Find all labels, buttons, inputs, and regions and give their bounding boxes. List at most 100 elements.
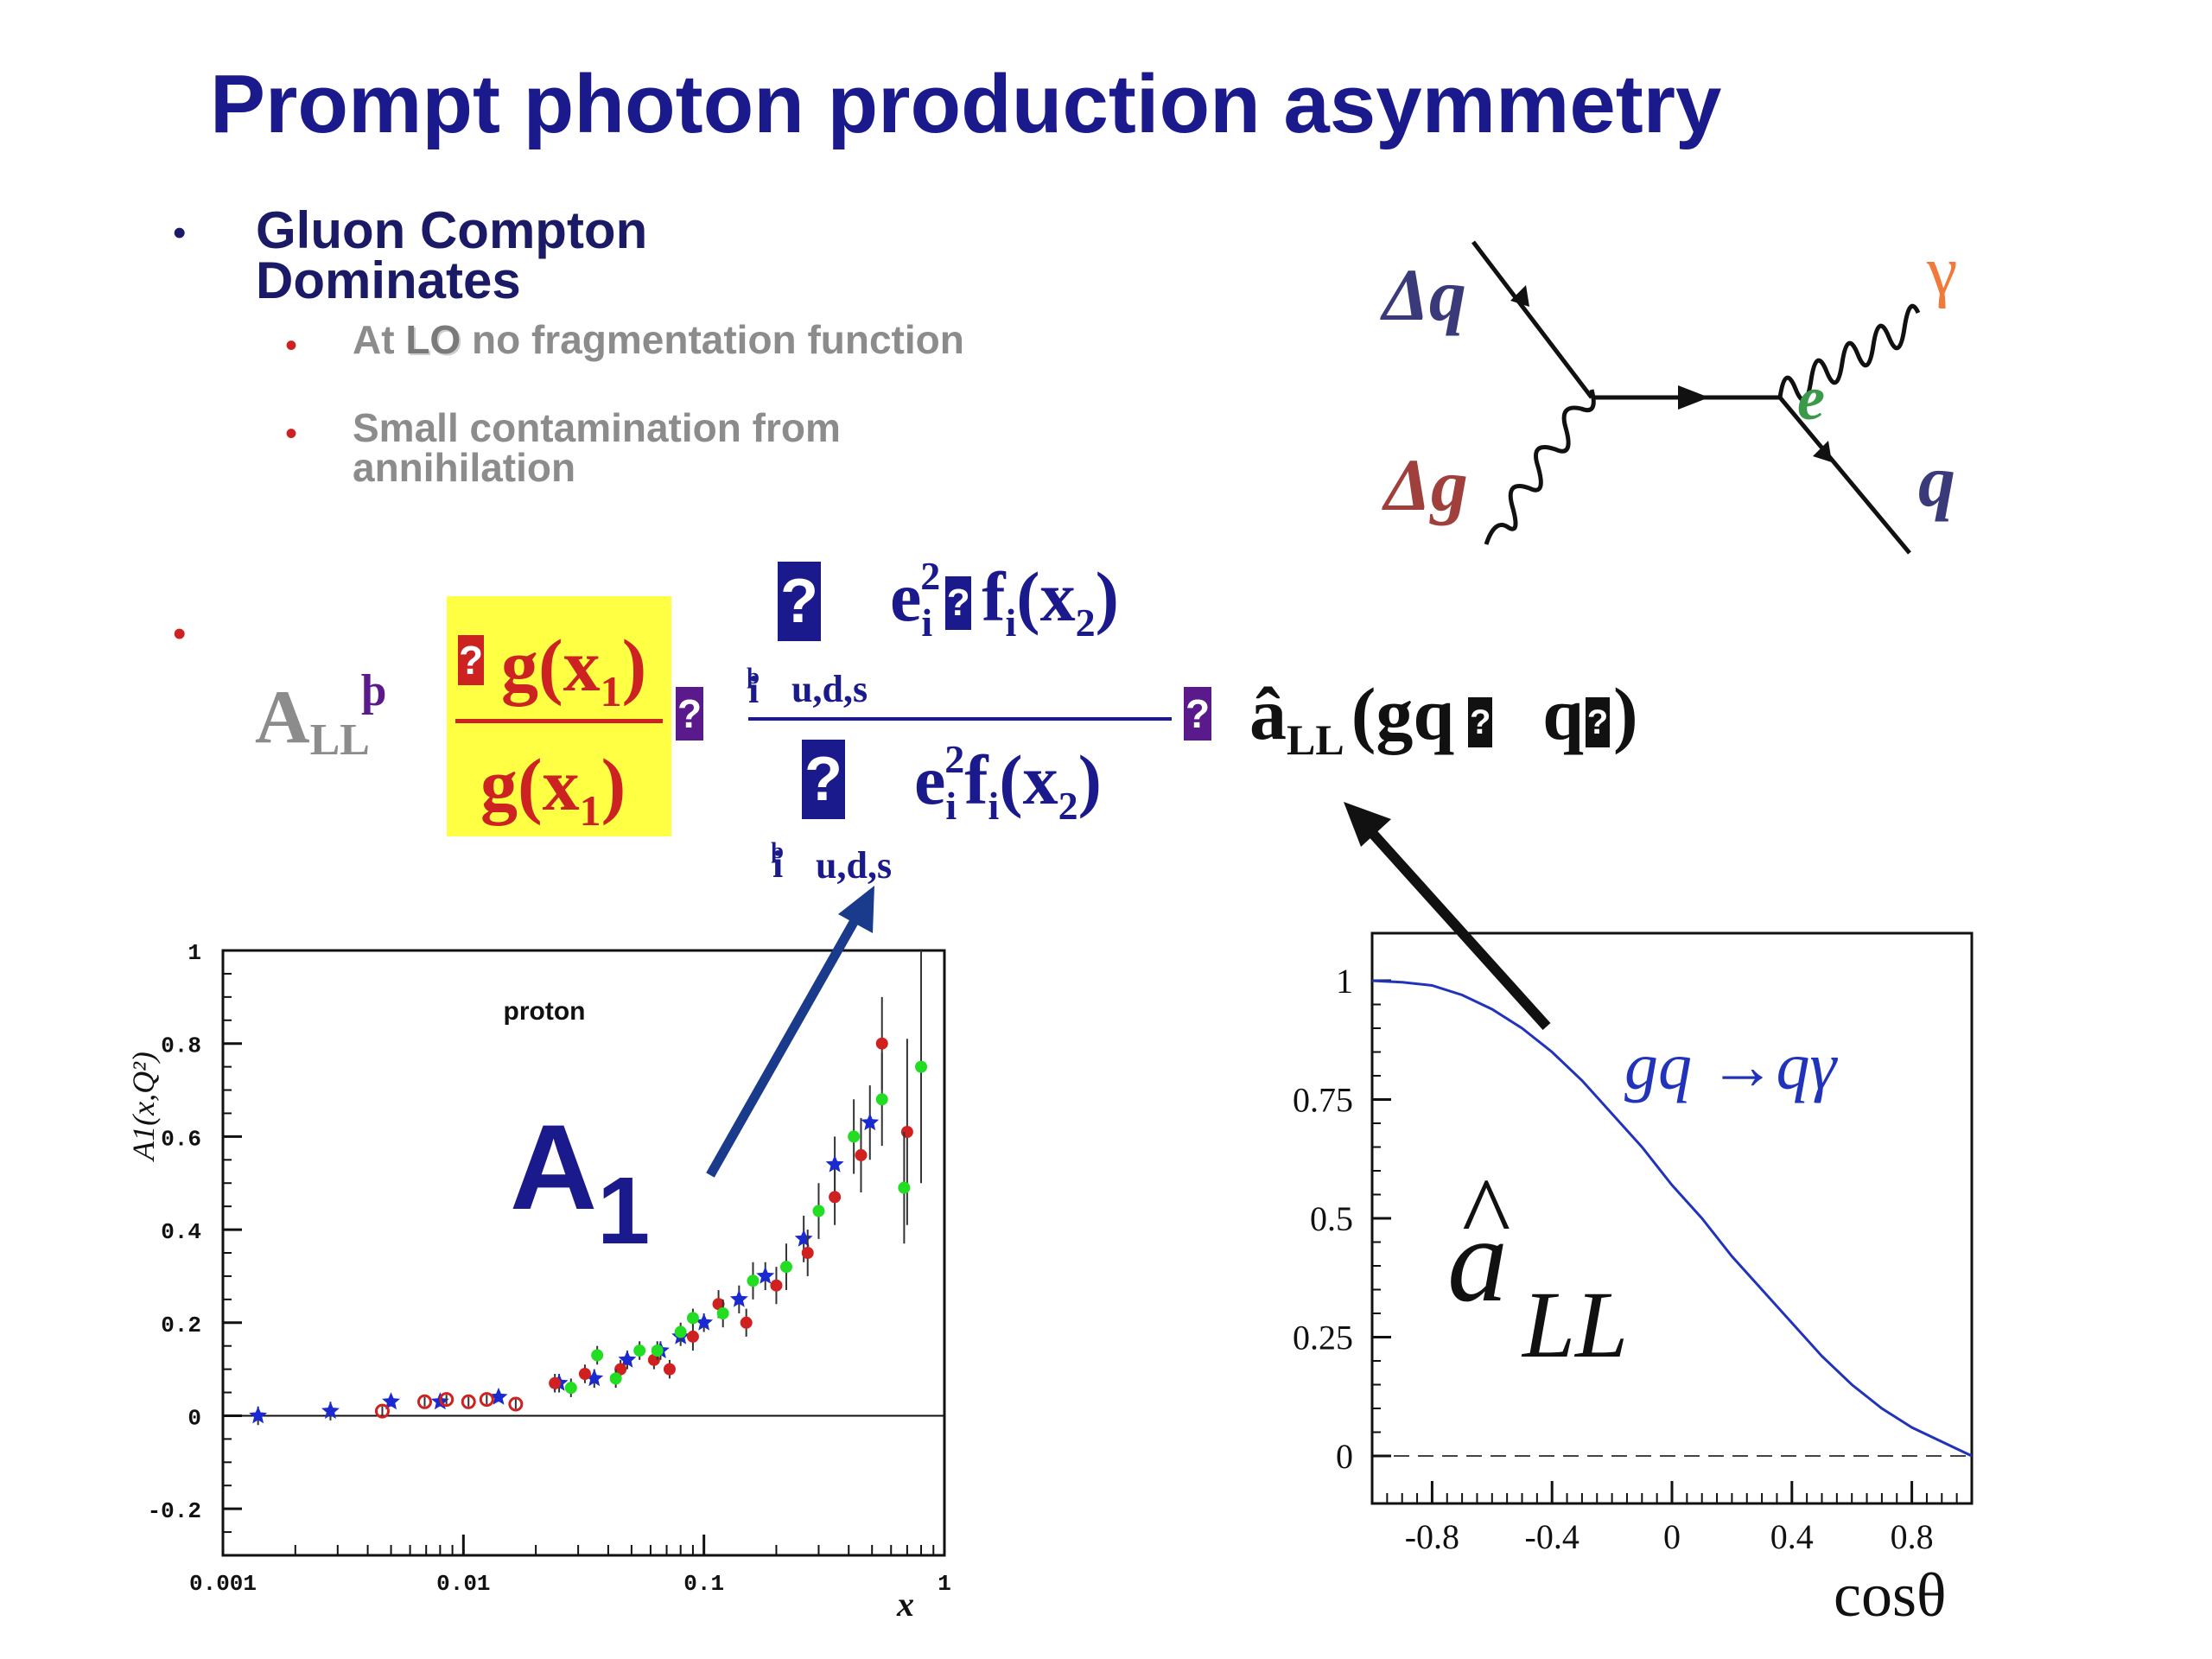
chart1-ytick-label: 0.8 — [161, 1033, 201, 1059]
arrow-to-sum-head-icon — [838, 886, 874, 933]
chart1-ytick-label: 0.2 — [161, 1313, 201, 1338]
rhs-aLL-sub: LL — [1287, 715, 1344, 764]
e-label: e — [1797, 364, 1825, 433]
arrow-to-aLL-head-icon — [1344, 802, 1391, 847]
num-f: f — [982, 557, 1006, 636]
num-e-sup: 2 — [920, 554, 941, 598]
den-f: f — [964, 741, 988, 819]
g-denominator: g(x1) — [480, 741, 626, 836]
chart1-point-star — [321, 1402, 340, 1419]
num-close: ) — [1095, 557, 1119, 636]
sub-bullet-dot-icon: • — [285, 415, 298, 453]
num-e-sub: i — [921, 601, 933, 645]
bullet-gluon-compton: Gluon Compton Dominates — [256, 201, 648, 309]
chart1-point-star — [756, 1266, 775, 1284]
chart2-xtick-label: 0.4 — [1770, 1517, 1814, 1556]
chart1-point — [812, 1205, 825, 1217]
chart1-xtick-label: 0.1 — [683, 1571, 724, 1597]
chart1-point — [651, 1344, 664, 1357]
den-e-sup: 2 — [944, 737, 965, 781]
sub-bullet-lo-suffix: no fragmentation function — [461, 317, 964, 362]
chart1-ylabel: A1(x,Q²) — [126, 1052, 161, 1162]
photon-line — [1777, 303, 1921, 403]
formula-lhs-sup: þ — [361, 666, 386, 715]
chart2-xtick-label: -0.8 — [1405, 1517, 1459, 1556]
rhs-process-q: q — [1542, 672, 1585, 755]
chart1-point — [578, 1368, 591, 1380]
sub-bullet-lo: At LO no fragmentation function — [353, 320, 975, 359]
chart1-point-star — [249, 1406, 268, 1424]
num-x: (x — [1016, 557, 1076, 636]
bullet-dot-icon: • — [173, 613, 187, 655]
highlight-box — [447, 596, 671, 836]
den-e-sub: i — [945, 784, 957, 828]
gluon-line — [1484, 389, 1596, 545]
chart1-point-open — [374, 1403, 390, 1419]
den-f-sub: i — [988, 784, 1000, 828]
num-f-sub: i — [1005, 601, 1017, 645]
quark-line-out — [1778, 396, 1911, 555]
chart1-point — [740, 1316, 753, 1329]
den-x: (x — [999, 741, 1058, 819]
chart1-point-star — [729, 1289, 748, 1307]
a1-sub: 1 — [597, 1158, 651, 1264]
sum-index-b: i — [772, 843, 784, 886]
chart1-point — [829, 1191, 842, 1204]
chart2-big-label: a — [1447, 1193, 1508, 1327]
arrow-to-aLL — [1361, 821, 1551, 1031]
sub-bullet-lo-em: LO — [405, 317, 461, 362]
rhs-process-close: ) — [1613, 672, 1638, 755]
glitch-box-purple-2: ? — [1184, 687, 1211, 741]
sum-symbol-box: ? — [778, 562, 821, 641]
glitch-box-num: ? — [945, 576, 972, 630]
chart1-point-star — [861, 1113, 880, 1131]
sub-bullet-lo-prefix: At — [353, 317, 406, 362]
chart1-point-open — [479, 1392, 494, 1408]
q-out-label: q — [1918, 439, 1955, 522]
chart1-point — [663, 1363, 676, 1376]
propagator-arrow-icon — [1678, 385, 1709, 410]
g-den-sub: 1 — [579, 786, 601, 835]
chart1-ytick-label: 1 — [188, 940, 201, 966]
chart1-point — [614, 1363, 627, 1376]
chart2-ytick-label: 0.75 — [1293, 1081, 1353, 1120]
chart1-point-star — [489, 1387, 508, 1405]
bullet-dot-icon: • — [173, 212, 187, 254]
chart1-xtick-label: 0.01 — [436, 1571, 490, 1597]
glitch-box-black-2: ? — [1586, 697, 1611, 747]
sum-range-top: u,d,s — [791, 668, 868, 710]
sum-symbol-box-den: ? — [802, 740, 845, 819]
chart1-point — [801, 1247, 814, 1259]
quark-line-in — [1471, 240, 1593, 399]
all-costheta-chart: 00.250.50.751-0.8 -0.4 0 0.4 0.8 gq →qγ a ^ … — [1293, 931, 1974, 1630]
chart1-point — [564, 1382, 577, 1395]
delta-g-label: Δg — [1382, 443, 1468, 526]
chart2-ytick-label: 0.25 — [1293, 1319, 1353, 1357]
chart1-point — [747, 1274, 760, 1287]
gamma-label: γ — [1926, 233, 1957, 309]
glitch-box-black: ? — [1468, 697, 1493, 747]
chart1-point-star — [618, 1350, 637, 1368]
chart1-point — [875, 1037, 888, 1050]
chart2-legend: gq →qγ — [1624, 1028, 1839, 1103]
delta-q-label: Δq — [1380, 253, 1466, 336]
chart2-xtick-label: 0 — [1663, 1517, 1681, 1556]
chart1-point — [686, 1312, 699, 1325]
dg-num-sub: 1 — [600, 667, 622, 715]
num-e: e — [890, 557, 922, 636]
chart2-ytick-label: 0.5 — [1310, 1199, 1353, 1238]
chart2-ytick-label: 0 — [1336, 1437, 1353, 1476]
fraction-line-red — [455, 719, 663, 723]
chart1-point-open — [508, 1396, 524, 1412]
formula-rhs: âLL(gq? q?) — [1249, 671, 1638, 765]
chart2-xtick-label: 0.8 — [1891, 1517, 1934, 1556]
formula-lhs: ALL — [255, 674, 370, 766]
quark-out-arrow-icon — [1813, 441, 1832, 462]
denominator-expression: ei2fi(x2) — [914, 736, 1102, 829]
chart1-ytick-label: 0.6 — [161, 1126, 201, 1152]
a1-overlay-label: A1 — [510, 1097, 650, 1266]
rhs-aLL: â — [1249, 672, 1287, 755]
chart2-xtick-label: -0.4 — [1525, 1517, 1580, 1556]
chart2-xlabel: cosθ — [1834, 1560, 1946, 1630]
chart1-annotation: proton — [504, 997, 586, 1026]
